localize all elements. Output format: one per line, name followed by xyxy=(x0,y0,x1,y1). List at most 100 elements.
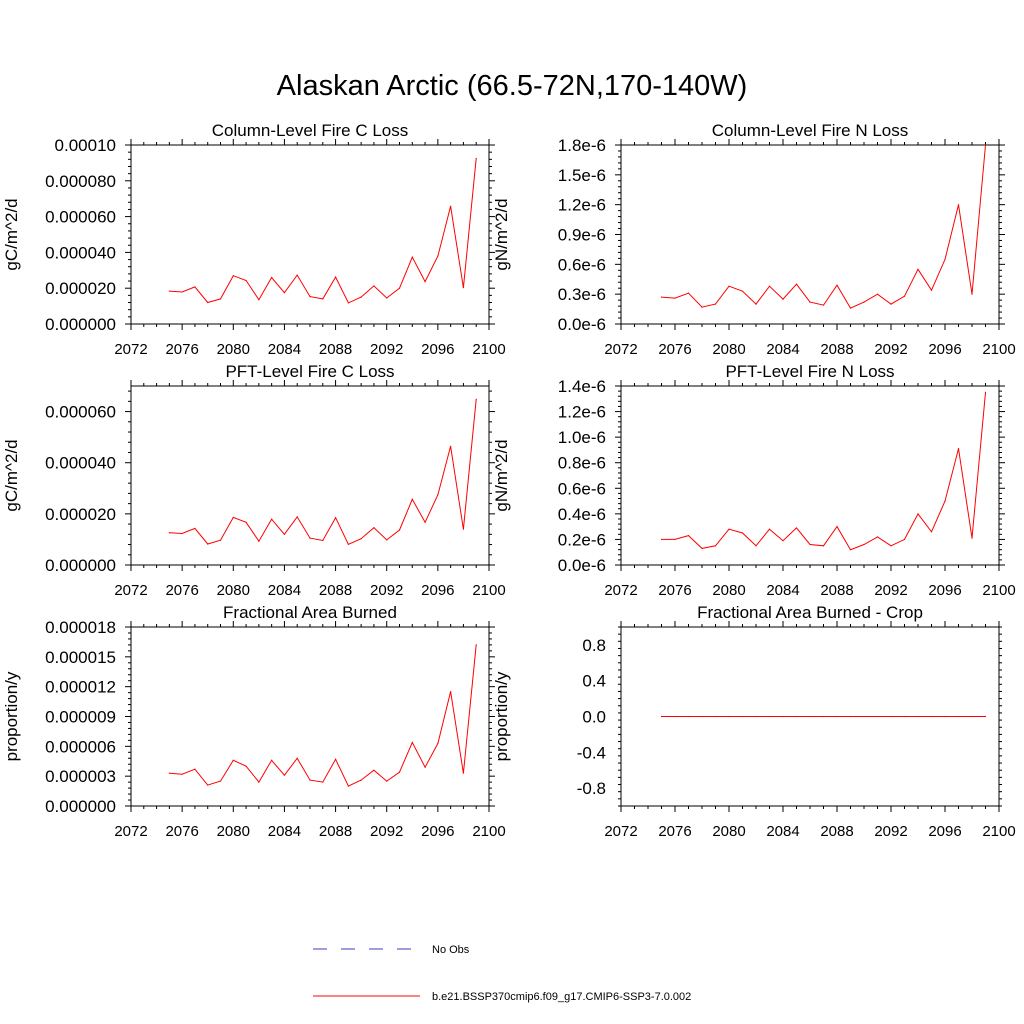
y-tick-label: 0.000003 xyxy=(45,767,116,786)
data-point xyxy=(768,285,771,287)
data-point xyxy=(714,545,717,547)
x-tick-label: 2080 xyxy=(217,582,250,599)
data-point xyxy=(347,543,349,545)
data-point xyxy=(714,715,717,718)
y-tick-label: 1.8e-6 xyxy=(558,136,606,155)
x-tick-label: 2072 xyxy=(604,341,637,358)
data-point xyxy=(309,537,311,539)
y-tick-label: 0.000006 xyxy=(45,737,116,756)
data-point xyxy=(903,295,906,297)
data-point xyxy=(917,715,919,718)
data-point xyxy=(283,533,286,535)
data-point xyxy=(334,517,337,519)
data-point xyxy=(475,644,477,646)
data-point xyxy=(944,258,946,260)
data-point xyxy=(822,715,825,718)
data-point xyxy=(768,528,771,530)
y-tick-label: 0.4e-6 xyxy=(558,505,606,524)
data-point xyxy=(687,715,690,718)
x-tick-label: 2076 xyxy=(165,341,198,358)
data-point xyxy=(296,757,298,759)
data-point xyxy=(728,285,730,287)
data-point xyxy=(660,715,663,718)
data-point xyxy=(245,279,247,282)
data-point xyxy=(347,785,349,787)
panel-title: Column-Level Fire N Loss xyxy=(712,121,909,140)
data-point xyxy=(809,715,811,718)
x-tick-label: 2076 xyxy=(165,582,198,599)
data-point xyxy=(660,296,663,298)
data-point xyxy=(411,256,413,258)
panel-5: Fractional Area Burned proportion/y 2072 20… xyxy=(2,603,506,840)
x-tick-label: 2088 xyxy=(820,582,853,599)
x-tick-label: 2100 xyxy=(982,341,1015,358)
x-tick-label: 2072 xyxy=(604,823,637,840)
y-tick-label: -0.8 xyxy=(577,779,606,798)
y-tick-label: 0.9e-6 xyxy=(558,226,606,245)
data-point xyxy=(232,275,234,277)
x-tick-label: 2096 xyxy=(421,582,454,599)
data-point xyxy=(687,534,690,537)
y-tick-label: 1.4e-6 xyxy=(558,377,606,396)
data-point xyxy=(701,306,703,308)
data-point xyxy=(741,290,744,292)
data-point xyxy=(194,527,196,530)
data-point xyxy=(795,283,798,285)
x-tick-label: 2084 xyxy=(268,582,301,599)
data-point xyxy=(701,715,703,718)
data-point xyxy=(398,287,401,289)
y-tick-label: 0.6e-6 xyxy=(558,479,606,498)
y-tick-label: 0.000000 xyxy=(45,797,116,816)
data-point xyxy=(687,292,690,294)
x-tick-label: 2072 xyxy=(114,341,147,358)
y-axis-label: proportion/y xyxy=(492,671,511,761)
series-line xyxy=(169,158,477,304)
y-tick-label: 0.00010 xyxy=(55,136,116,155)
legend-label: b.e21.BSSP370cmip6.f09_g17.CMIP6-SSP3-7.… xyxy=(432,991,691,1003)
y-tick-label: 0.0e-6 xyxy=(558,315,606,334)
x-tick-label: 2100 xyxy=(472,341,505,358)
panel-1: Column-Level Fire C Loss gC/m^2/d 2072 2076… xyxy=(2,121,506,358)
data-point xyxy=(411,741,413,743)
data-point xyxy=(863,301,865,303)
data-point xyxy=(674,715,676,718)
series-line xyxy=(169,399,477,545)
data-point xyxy=(782,298,784,300)
data-point xyxy=(822,304,825,306)
y-tick-label: 0.000000 xyxy=(45,315,116,334)
data-point xyxy=(360,538,362,540)
data-point xyxy=(863,715,865,718)
y-tick-label: -0.4 xyxy=(577,743,606,762)
data-point xyxy=(836,526,838,528)
y-tick-label: 0.000080 xyxy=(45,172,116,191)
y-tick-label: 0.000015 xyxy=(45,648,116,667)
data-point xyxy=(930,531,933,533)
data-point xyxy=(822,545,825,547)
data-point xyxy=(782,715,784,718)
data-point xyxy=(398,771,401,773)
x-tick-label: 2076 xyxy=(658,823,691,840)
data-point xyxy=(424,280,426,283)
x-tick-label: 2080 xyxy=(712,582,745,599)
y-tick-label: 0.000012 xyxy=(45,678,116,697)
x-tick-label: 2080 xyxy=(217,823,250,840)
x-tick-label: 2092 xyxy=(874,582,907,599)
data-point xyxy=(728,528,730,530)
data-point xyxy=(984,715,987,718)
data-point xyxy=(890,715,892,718)
data-point xyxy=(475,157,477,160)
data-point xyxy=(373,527,375,529)
x-tick-label: 2072 xyxy=(114,582,147,599)
data-point xyxy=(714,303,717,305)
data-point xyxy=(194,768,196,770)
data-point xyxy=(795,527,798,529)
data-point xyxy=(674,538,676,541)
data-point xyxy=(957,448,960,450)
data-point xyxy=(971,537,973,539)
data-point xyxy=(944,500,946,502)
data-point xyxy=(283,292,286,294)
x-tick-label: 2092 xyxy=(370,582,403,599)
panel-title: PFT-Level Fire C Loss xyxy=(225,362,394,381)
x-tick-label: 2072 xyxy=(114,823,147,840)
data-point xyxy=(309,779,311,781)
